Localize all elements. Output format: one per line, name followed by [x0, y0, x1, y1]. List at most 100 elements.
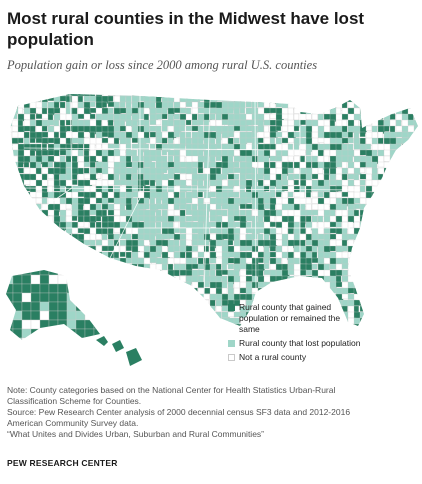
- county-cell: [215, 191, 223, 199]
- county-cell: [395, 197, 402, 205]
- county-cell: [365, 263, 374, 272]
- county-cell: [359, 209, 367, 217]
- county-cell: [353, 101, 362, 108]
- county-cell: [137, 245, 145, 252]
- county-cell: [389, 173, 399, 182]
- county-cell: [377, 269, 386, 277]
- county-cell: [269, 251, 277, 258]
- county-cell: [179, 233, 187, 241]
- county-cell: [281, 191, 289, 199]
- county-cell: [17, 209, 24, 217]
- county-cell: [107, 95, 114, 102]
- county-cell: [317, 287, 325, 295]
- county-cell: [155, 215, 163, 222]
- county-cell: [101, 287, 111, 296]
- county-cell: [287, 179, 294, 186]
- county-cell: [323, 281, 331, 290]
- county-cell: [323, 119, 330, 127]
- county-cell: [311, 215, 318, 223]
- county-cell: [65, 125, 73, 132]
- county-cell: [57, 328, 68, 339]
- county-cell: [71, 245, 81, 252]
- county-cell: [119, 155, 127, 163]
- county-cell: [257, 215, 264, 223]
- county-cell: [365, 161, 373, 168]
- county-cell: [413, 101, 418, 109]
- county-cell: [395, 233, 404, 242]
- county-cell: [215, 203, 222, 210]
- county-cell: [167, 281, 175, 291]
- county-cell: [84, 292, 95, 303]
- county-cell: [395, 263, 402, 270]
- county-cell: [11, 221, 20, 229]
- county-cell: [203, 281, 210, 288]
- county-cell: [35, 167, 42, 175]
- county-cell: [275, 227, 282, 234]
- county-cell: [71, 179, 78, 185]
- county-cell: [89, 245, 96, 253]
- county-cell: [257, 101, 265, 108]
- county-cell: [131, 269, 140, 278]
- county-cell: [179, 161, 187, 168]
- county-cell: [383, 245, 391, 253]
- county-cell: [89, 161, 96, 168]
- county-cell: [233, 94, 240, 96]
- county-cell: [30, 319, 41, 330]
- county-cell: [311, 113, 318, 121]
- county-cell: [113, 233, 120, 241]
- county-cell: [269, 191, 276, 198]
- county-cell: [263, 95, 270, 101]
- county-cell: [75, 270, 86, 276]
- county-cell: [377, 137, 384, 145]
- county-cell: [299, 257, 307, 265]
- county-cell: [95, 245, 102, 253]
- county-cell: [10, 317, 12, 326]
- county-cell: [299, 287, 309, 297]
- county-cell: [347, 149, 355, 157]
- county-cell: [161, 317, 170, 324]
- county-cell: [239, 101, 246, 109]
- county-cell: [329, 95, 336, 102]
- county-cell: [335, 251, 343, 259]
- county-cell: [203, 239, 210, 246]
- county-cell: [35, 239, 42, 248]
- county-cell: [41, 245, 51, 251]
- county-cell: [89, 287, 98, 297]
- county-cell: [113, 275, 122, 284]
- county-cell: [383, 179, 391, 187]
- county-cell: [10, 173, 13, 181]
- county-cell: [359, 131, 366, 137]
- county-cell: [341, 275, 349, 282]
- county-cell: [29, 227, 39, 237]
- county-cell: [215, 275, 222, 283]
- county-cell: [11, 179, 20, 188]
- county-cell: [89, 101, 96, 107]
- county-cell: [71, 239, 78, 246]
- county-cell: [281, 95, 289, 104]
- county-cell: [89, 239, 96, 246]
- county-cell: [413, 269, 418, 277]
- county-cell: [89, 113, 96, 120]
- county-cell: [389, 179, 395, 187]
- county-cell: [257, 245, 264, 253]
- county-cell: [59, 245, 67, 252]
- county-cell: [389, 269, 397, 277]
- hawaii-counties: [96, 336, 142, 366]
- legend-item-lost: Rural county that lost population: [228, 338, 418, 349]
- county-cell: [377, 95, 385, 103]
- county-cell: [155, 95, 162, 103]
- county-cell: [305, 173, 312, 181]
- county-cell: [161, 269, 169, 278]
- county-cell: [77, 125, 85, 132]
- county-cell: [149, 311, 158, 320]
- county-cell: [401, 227, 411, 236]
- county-cell: [311, 95, 318, 102]
- county-cell: [353, 263, 363, 272]
- county-cell: [103, 302, 112, 311]
- county-cell: [137, 287, 147, 295]
- county-cell: [227, 95, 235, 102]
- county-cell: [173, 305, 183, 314]
- county-cell: [77, 143, 84, 151]
- county-cell: [305, 113, 312, 120]
- county-cell: [107, 125, 115, 133]
